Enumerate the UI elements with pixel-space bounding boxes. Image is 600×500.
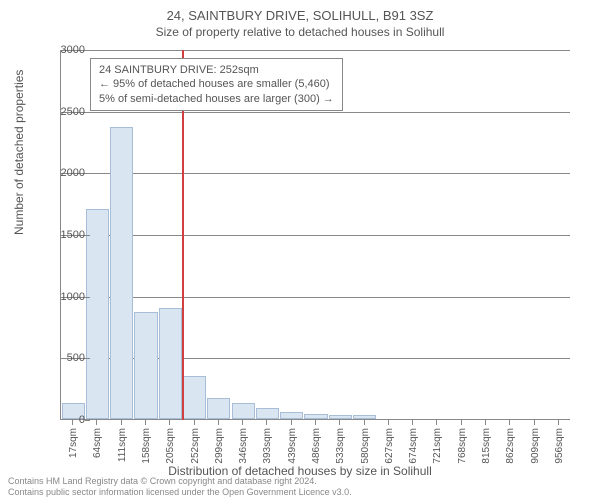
x-tick-mark [194,420,195,425]
y-tick-label: 0 [45,414,85,426]
grid-line [61,112,570,113]
footer-line-1: Contains HM Land Registry data © Crown c… [8,476,352,487]
x-tick-mark [558,420,559,425]
y-tick-mark [85,112,90,113]
x-tick-mark [315,420,316,425]
x-tick-label: 815sqm [481,428,492,464]
x-tick-label: 768sqm [457,428,468,464]
x-tick-mark [436,420,437,425]
annotation-line-3: 5% of semi-detached houses are larger (3… [99,92,334,106]
histogram-bar [280,412,303,419]
y-tick-mark [85,50,90,51]
y-tick-label: 1500 [45,229,85,241]
x-tick-label: 299sqm [214,428,225,464]
x-tick-label: 252sqm [190,428,201,464]
chart-subtitle: Size of property relative to detached ho… [0,23,600,39]
histogram-bar [110,127,133,419]
y-axis-label: Number of detached properties [12,70,26,235]
histogram-bar [134,312,157,419]
x-tick-label: 580sqm [360,428,371,464]
x-tick-label: 439sqm [287,428,298,464]
annotation-line-2: ← 95% of detached houses are smaller (5,… [99,77,334,91]
x-tick-mark [218,420,219,425]
x-tick-mark [509,420,510,425]
histogram-bar [304,414,327,419]
x-tick-label: 627sqm [384,428,395,464]
x-tick-mark [291,420,292,425]
x-tick-label: 17sqm [68,428,79,458]
footer-attribution: Contains HM Land Registry data © Crown c… [8,476,352,498]
grid-line [61,50,570,51]
y-tick-label: 2500 [45,106,85,118]
x-tick-label: 533sqm [335,428,346,464]
x-tick-mark [339,420,340,425]
x-tick-label: 111sqm [117,428,128,462]
histogram-bar [207,398,230,419]
y-tick-mark [85,235,90,236]
x-tick-label: 862sqm [505,428,516,464]
histogram-bar [159,308,182,419]
x-tick-label: 721sqm [432,428,443,464]
x-tick-mark [485,420,486,425]
annotation-line-1: 24 SAINTBURY DRIVE: 252sqm [99,63,334,77]
y-tick-label: 3000 [45,44,85,56]
chart-title: 24, SAINTBURY DRIVE, SOLIHULL, B91 3SZ [0,0,600,23]
x-tick-mark [388,420,389,425]
x-tick-label: 64sqm [92,428,103,458]
histogram-bar [232,403,255,419]
x-tick-label: 346sqm [238,428,249,464]
x-tick-label: 205sqm [165,428,176,464]
x-tick-mark [72,420,73,425]
x-tick-mark [145,420,146,425]
x-tick-mark [534,420,535,425]
histogram-bar [353,415,376,419]
x-tick-label: 158sqm [141,428,152,464]
x-tick-mark [412,420,413,425]
x-tick-label: 909sqm [530,428,541,464]
x-tick-label: 393sqm [262,428,273,464]
x-tick-mark [169,420,170,425]
y-tick-mark [85,173,90,174]
x-tick-mark [242,420,243,425]
annotation-box: 24 SAINTBURY DRIVE: 252sqm ← 95% of deta… [90,58,343,111]
y-tick-label: 1000 [45,291,85,303]
histogram-bar [183,376,206,419]
grid-line [61,235,570,236]
x-tick-mark [96,420,97,425]
y-tick-label: 2000 [45,167,85,179]
x-tick-mark [364,420,365,425]
x-tick-label: 486sqm [311,428,322,464]
x-tick-mark [461,420,462,425]
x-tick-label: 956sqm [554,428,565,464]
y-tick-mark [85,358,90,359]
histogram-bar [329,415,352,419]
y-tick-mark [85,420,90,421]
y-tick-label: 500 [45,352,85,364]
footer-line-2: Contains public sector information licen… [8,487,352,498]
grid-line [61,297,570,298]
x-tick-label: 674sqm [408,428,419,464]
x-tick-mark [266,420,267,425]
x-tick-mark [121,420,122,425]
y-tick-mark [85,297,90,298]
histogram-bar [86,209,109,419]
chart-area: 24 SAINTBURY DRIVE: 252sqm ← 95% of deta… [60,50,570,420]
grid-line [61,173,570,174]
histogram-bar [256,408,279,419]
